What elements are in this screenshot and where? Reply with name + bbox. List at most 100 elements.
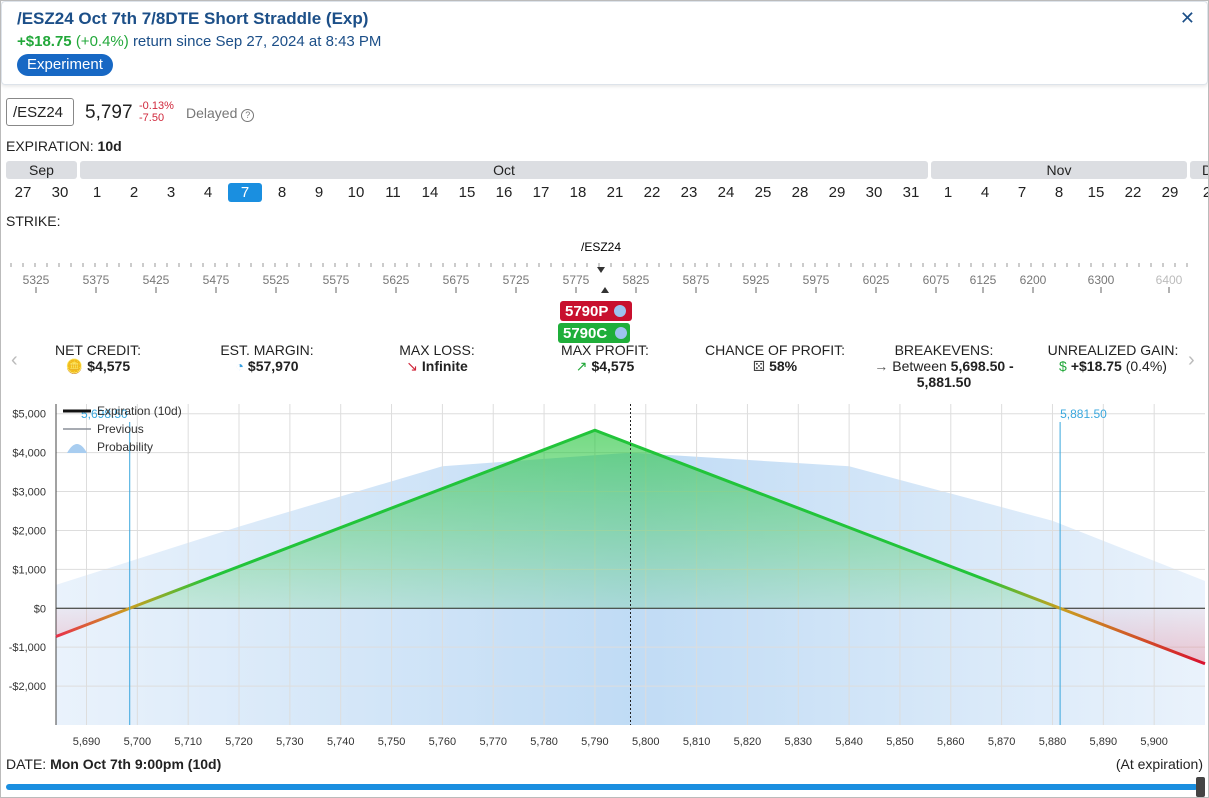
- day[interactable]: 7: [1017, 184, 1027, 201]
- price: 5,797: [85, 102, 133, 123]
- strike-ruler: 5325 5375 5425 5475 5525 5575 5625 5675 5725 5775…: [10, 240, 1188, 343]
- day[interactable]: 21: [606, 184, 624, 201]
- expiration-label: EXPIRATION:: [6, 138, 94, 154]
- stat-icon: 🪙: [65, 358, 84, 374]
- status: Delayed: [186, 105, 238, 121]
- day[interactable]: 7: [228, 183, 262, 202]
- stat-label: EST. MARGIN:: [220, 342, 314, 358]
- stat-icon: ↗: [575, 358, 588, 374]
- leg-icon: [614, 305, 626, 317]
- x-tick-label: 5,760: [429, 736, 457, 748]
- pnl-area: [56, 430, 1205, 664]
- y-tick-label: $1,000: [12, 564, 46, 576]
- expiration-strip: Sep 27 30 Oct 1 2 3 4 7 8 9 10 11 14 15 16 17 18 21 22 23 24 2…: [1, 161, 1208, 205]
- y-tick-label: $3,000: [12, 487, 46, 499]
- strike-label: 5625: [383, 273, 410, 287]
- x-tick-label: 5,800: [632, 736, 660, 748]
- prev-arrow[interactable]: ‹: [11, 349, 18, 371]
- day[interactable]: 22: [1124, 184, 1142, 201]
- day[interactable]: 8: [277, 184, 287, 201]
- strike-label: 5675: [443, 273, 470, 287]
- day[interactable]: 4: [980, 184, 990, 201]
- month: D: [1190, 161, 1208, 179]
- return-pct: (+0.4%): [75, 33, 129, 50]
- strike-label: 5925: [743, 273, 770, 287]
- delayed: Delayed ?: [186, 105, 255, 122]
- x-tick-label: 5,850: [886, 736, 914, 748]
- stat: MAX PROFIT: ↗ $4,575: [520, 342, 690, 375]
- stat: NET CREDIT: 🪙 $4,575: [13, 342, 183, 375]
- stat-label: NET CREDIT:: [54, 342, 142, 358]
- x-tick-label: 5,870: [988, 736, 1016, 748]
- day[interactable]: 16: [495, 184, 513, 201]
- leg-label: 5790C: [563, 325, 607, 342]
- leg-badge[interactable]: [558, 323, 630, 343]
- stat-label: BREAKEVENS:: [894, 342, 994, 358]
- day[interactable]: 23: [680, 184, 698, 201]
- expiration-line: EXPIRATION: 10d: [6, 138, 122, 154]
- strike-label: STRIKE:: [6, 213, 61, 229]
- stat-icon: ↘: [406, 358, 418, 374]
- day[interactable]: 2: [129, 184, 139, 201]
- y-tick-label: -$2,000: [9, 681, 46, 693]
- stat-value: Infinite: [421, 358, 468, 374]
- x-tick-label: 5,750: [378, 736, 406, 748]
- day[interactable]: 8: [1054, 184, 1064, 201]
- stat-value: 5,698.50 - 5,881.50: [916, 358, 1014, 390]
- day[interactable]: 18: [569, 184, 587, 201]
- tag[interactable]: Experiment: [17, 54, 113, 76]
- stat-value: +$18.75: [1070, 358, 1122, 374]
- day[interactable]: 2: [1190, 183, 1208, 202]
- x-tick-label: 5,710: [174, 736, 202, 748]
- stat-note: (0.4%): [1125, 358, 1167, 374]
- day[interactable]: 30: [865, 184, 883, 201]
- x-tick-label: 5,890: [1090, 736, 1118, 748]
- day[interactable]: 15: [458, 184, 476, 201]
- stat: BREAKEVENS: → Between 5,698.50 - 5,881.50: [864, 342, 1024, 390]
- day[interactable]: 22: [643, 184, 661, 201]
- breakeven-label: 5,698.50: [81, 407, 128, 421]
- day[interactable]: 17: [532, 184, 550, 201]
- next-arrow[interactable]: ›: [1188, 349, 1195, 371]
- date-slider[interactable]: [6, 784, 1198, 790]
- strike-label: 6125: [970, 273, 997, 287]
- day[interactable]: 27: [14, 184, 32, 201]
- date-label: DATE:: [6, 756, 47, 772]
- x-tick-label: 5,840: [835, 736, 863, 748]
- day[interactable]: 14: [421, 184, 439, 201]
- slider-handle[interactable]: [1196, 777, 1205, 797]
- day[interactable]: 1: [92, 184, 102, 201]
- day[interactable]: 9: [314, 184, 324, 201]
- leg-icon: [615, 327, 627, 339]
- leg-label: 5790P: [565, 303, 608, 320]
- strike-label: 5975: [803, 273, 830, 287]
- leg-marker: [601, 287, 609, 293]
- day[interactable]: 3: [166, 184, 176, 201]
- stat-icon: ⚄: [752, 358, 766, 374]
- close-button[interactable]: ✕: [1179, 8, 1195, 28]
- y-tick-label: $5,000: [12, 409, 46, 421]
- day[interactable]: 10: [347, 184, 365, 201]
- day[interactable]: 31: [902, 184, 920, 201]
- stat-label: CHANCE OF PROFIT:: [704, 342, 845, 358]
- symbol-input[interactable]: /ESZ24: [6, 98, 74, 126]
- day[interactable]: 15: [1087, 184, 1105, 201]
- stat-value: $4,575: [87, 358, 131, 374]
- day[interactable]: 1: [943, 184, 953, 201]
- strike-label: 5425: [143, 273, 170, 287]
- leg-badge[interactable]: [560, 301, 632, 321]
- day[interactable]: 30: [51, 184, 69, 201]
- stat-prefix: Between: [892, 358, 947, 374]
- legend-label: Expiration (10d): [97, 404, 182, 418]
- day[interactable]: 4: [203, 184, 213, 201]
- day[interactable]: 29: [828, 184, 846, 201]
- day[interactable]: 11: [385, 184, 401, 201]
- strike-label: 6025: [863, 273, 890, 287]
- strike-label: 6400: [1156, 273, 1183, 287]
- day[interactable]: 25: [754, 184, 772, 201]
- day[interactable]: 29: [1161, 184, 1179, 201]
- day[interactable]: 28: [791, 184, 809, 201]
- day[interactable]: 24: [717, 184, 735, 201]
